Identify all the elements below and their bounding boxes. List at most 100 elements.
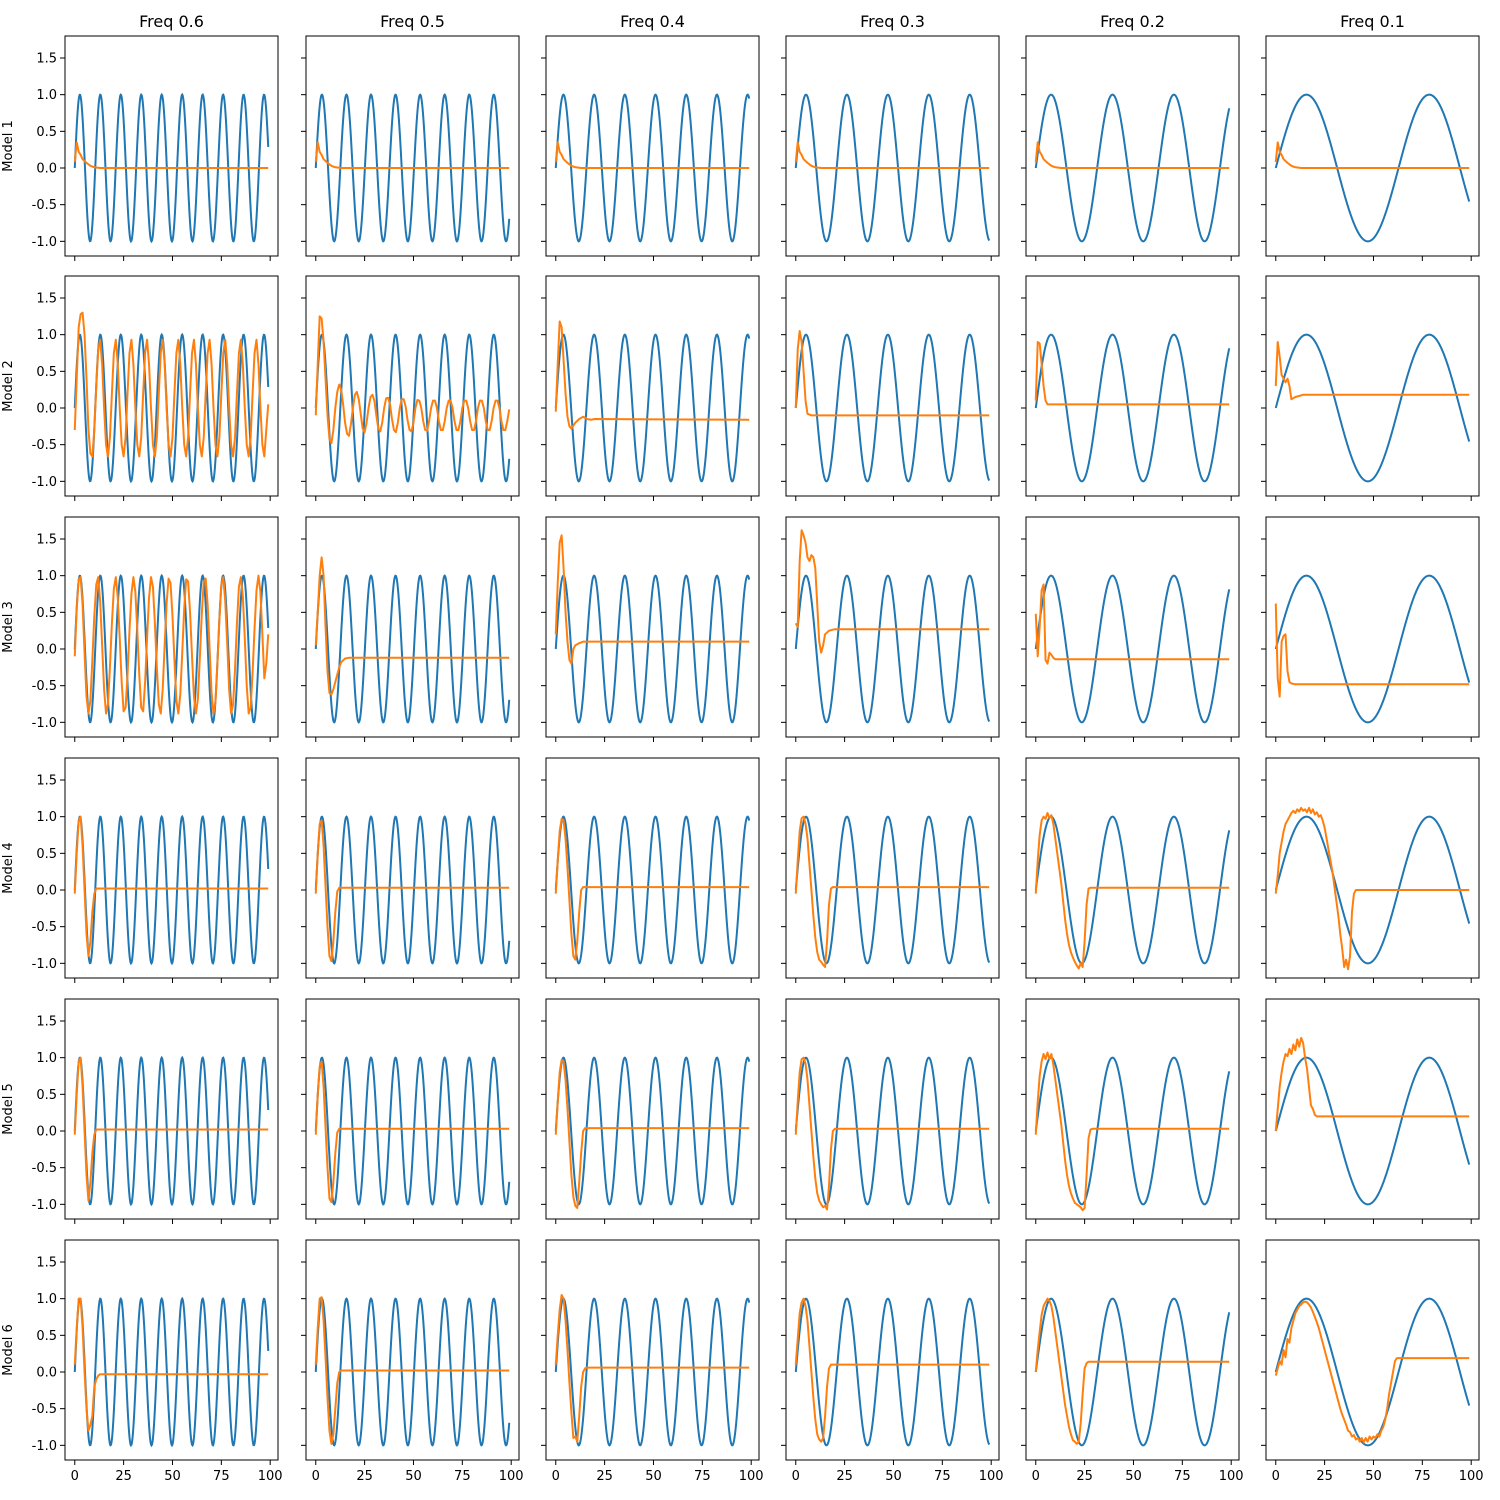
y-tick-label: -0.5	[32, 1402, 57, 1417]
y-tick-label: 0.0	[36, 884, 57, 899]
axes-frame	[1025, 998, 1240, 1220]
axes-frame	[545, 35, 760, 257]
x-tick-label: 100	[1219, 1469, 1244, 1484]
subplot-r6-c1: 0 25 50 75 100 -1.0 -0.5 0.0 0.5 1.0 1.5 Model 6	[1, 1239, 283, 1484]
axes-frame	[785, 275, 1000, 497]
target-line-r5-c1	[73, 1055, 270, 1207]
axes-frame	[1265, 1239, 1480, 1461]
axes-frame	[64, 275, 279, 497]
target-line-r4-c6	[1274, 815, 1471, 965]
x-tick-label: 50	[885, 1469, 902, 1484]
y-tick-label: -0.5	[32, 1161, 57, 1176]
axes-frame	[1025, 35, 1240, 257]
x-tick-label: 50	[1365, 1469, 1382, 1484]
axes-frame	[545, 516, 760, 738]
prediction-line-r5-c5	[1034, 1051, 1230, 1212]
x-tick-label: 75	[454, 1469, 471, 1484]
x-tick-label: 0	[1032, 1469, 1040, 1484]
axes-frame	[64, 998, 279, 1220]
y-tick-label: 1.0	[36, 810, 57, 825]
column-title: Freq 0.4	[620, 12, 685, 31]
axes-frame	[305, 35, 520, 257]
prediction-line-r4-c3	[554, 817, 750, 961]
subplot-r5-c4	[781, 998, 1000, 1224]
target-line-r4-c4	[794, 815, 991, 965]
prediction-line-r4-c4	[794, 815, 990, 968]
subplot-r1-c6: Freq 0.1	[1261, 12, 1480, 261]
subplot-r4-c3	[541, 757, 760, 983]
x-tick-label: 100	[739, 1469, 764, 1484]
prediction-line-r3-c1	[73, 574, 270, 715]
y-tick-label: -0.5	[32, 920, 57, 935]
prediction-line-r6-c1	[73, 1297, 269, 1432]
target-line-r2-c1	[73, 332, 270, 484]
y-tick-label: 1.5	[36, 533, 57, 548]
axes-frame	[305, 1239, 520, 1461]
target-line-r2-c3	[554, 333, 751, 483]
y-tick-label: 0.0	[36, 1366, 57, 1381]
target-line-r2-c4	[794, 333, 991, 483]
x-tick-label: 75	[694, 1469, 711, 1484]
prediction-line-r2-c1	[73, 311, 270, 458]
prediction-line-r5-c1	[73, 1056, 269, 1202]
prediction-line-r5-c6	[1274, 1036, 1470, 1132]
target-line-r1-c3	[554, 93, 751, 243]
subplot-r4-c4	[781, 757, 1000, 983]
target-line-r4-c2	[314, 815, 511, 965]
x-tick-label: 25	[1076, 1469, 1093, 1484]
target-line-r3-c6	[1274, 574, 1471, 724]
axes-frame	[305, 998, 520, 1220]
column-title: Freq 0.5	[380, 12, 445, 31]
subplot-r3-c2	[301, 516, 520, 742]
x-tick-label: 25	[1316, 1469, 1333, 1484]
target-line-r5-c4	[794, 1056, 991, 1206]
y-tick-label: 0.5	[36, 365, 57, 380]
target-line-r4-c3	[554, 815, 751, 965]
prediction-line-r4-c5	[1034, 812, 1230, 970]
column-title: Freq 0.2	[1100, 12, 1165, 31]
prediction-line-r4-c6	[1274, 806, 1470, 971]
prediction-line-r3-c6	[1274, 603, 1470, 698]
axes-frame	[785, 998, 1000, 1220]
y-tick-label: -1.0	[32, 957, 57, 972]
target-line-r5-c2	[314, 1056, 511, 1206]
x-tick-label: 50	[645, 1469, 662, 1484]
subplot-r4-c2	[301, 757, 520, 983]
target-line-r2-c2	[314, 333, 511, 483]
y-tick-label: 0.0	[36, 162, 57, 177]
prediction-line-r1-c5	[1034, 141, 1230, 169]
x-tick-label: 25	[596, 1469, 613, 1484]
subplot-r5-c1: -1.0 -0.5 0.0 0.5 1.0 1.5 Model 5	[1, 998, 279, 1224]
subplot-r1-c2: Freq 0.5	[301, 12, 520, 261]
y-tick-label: -0.5	[32, 438, 57, 453]
x-tick-label: 75	[934, 1469, 951, 1484]
target-line-r6-c2	[314, 1297, 511, 1447]
y-tick-label: 1.5	[36, 292, 57, 307]
target-line-r3-c2	[314, 574, 511, 724]
y-tick-label: 1.0	[36, 88, 57, 103]
axes-frame	[545, 1239, 760, 1461]
x-tick-label: 0	[552, 1469, 560, 1484]
x-tick-label: 25	[115, 1469, 132, 1484]
y-tick-label: 0.5	[36, 606, 57, 621]
x-tick-label: 50	[164, 1469, 181, 1484]
subplot-r5-c3	[541, 998, 760, 1224]
y-tick-label: 0.5	[36, 1088, 57, 1103]
y-tick-label: 0.5	[36, 847, 57, 862]
y-tick-label: 1.0	[36, 1292, 57, 1307]
x-tick-label: 100	[499, 1469, 524, 1484]
target-line-r1-c5	[1034, 93, 1231, 243]
row-label: Model 3	[1, 601, 16, 652]
subplot-r6-c4: 0 25 50 75 100	[781, 1239, 1004, 1484]
y-tick-label: 0.0	[36, 643, 57, 658]
subplot-r3-c4	[781, 516, 1000, 742]
axes-frame	[1025, 757, 1240, 979]
y-tick-label: 1.5	[36, 52, 57, 67]
prediction-line-r1-c1	[73, 141, 269, 169]
target-line-r3-c3	[554, 574, 751, 724]
y-tick-label: 1.5	[36, 774, 57, 789]
subplot-r6-c2: 0 25 50 75 100	[301, 1239, 524, 1484]
target-line-r6-c5	[1034, 1297, 1231, 1447]
axes-frame	[305, 757, 520, 979]
